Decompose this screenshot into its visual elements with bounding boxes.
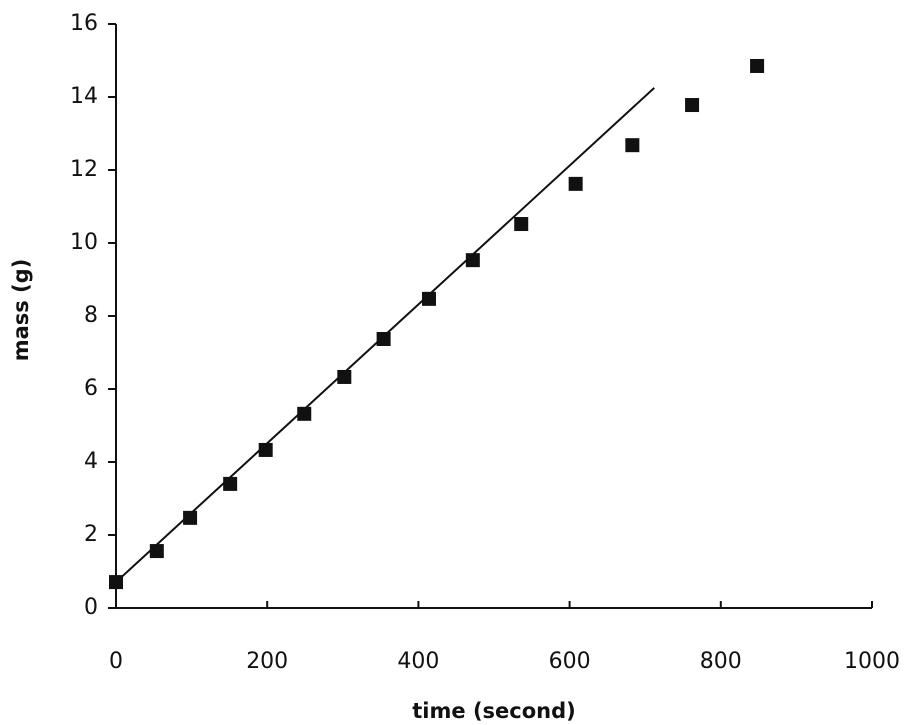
point: [377, 332, 391, 346]
x-tick-label: 200: [246, 649, 288, 674]
x-tick-label: 800: [700, 649, 742, 674]
point: [150, 544, 164, 558]
y-tick-label: 0: [84, 595, 98, 620]
y-tick-label: 16: [70, 11, 98, 36]
x-axis-label: time (second): [412, 699, 575, 723]
y-tick-label: 4: [84, 449, 98, 474]
y-tick-label: 12: [70, 157, 98, 182]
y-tick-label: 8: [84, 303, 98, 328]
x-tick-label: 1000: [844, 649, 900, 674]
y-axis-label: mass (g): [9, 259, 33, 362]
point: [223, 477, 237, 491]
point: [750, 59, 764, 73]
y-tick-label: 2: [84, 522, 98, 547]
x-tick-label: 0: [109, 649, 123, 674]
chart: time (second) mass (g) 0 2 4 6 8 10 12 14 16 0 200…: [0, 0, 911, 725]
y-tick-label: 14: [70, 84, 98, 109]
point: [685, 98, 699, 112]
point: [569, 177, 583, 191]
point: [625, 138, 639, 152]
y-tick-label: 6: [84, 376, 98, 401]
fit-line: [116, 88, 654, 582]
y-tick-label: 10: [70, 230, 98, 255]
x-tick-label: 400: [397, 649, 439, 674]
point: [514, 217, 528, 231]
x-tick-label: 600: [549, 649, 591, 674]
